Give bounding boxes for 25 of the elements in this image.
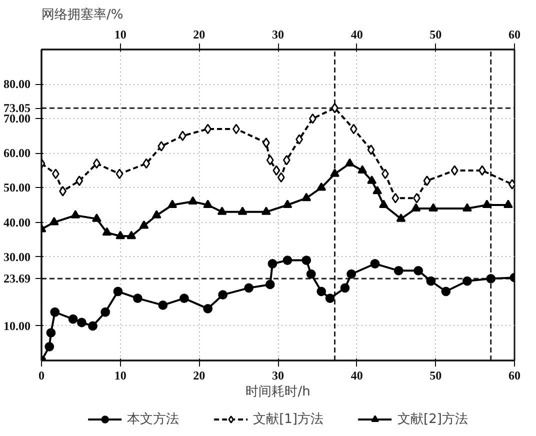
legend-label: 文献[2]方法 [398, 411, 468, 428]
x2-tick-label: 50 [430, 28, 442, 42]
x2-tick-label: 60 [508, 28, 520, 42]
y-tick-label: 80.00 [4, 77, 30, 92]
x-tick-label: 60 [508, 368, 520, 382]
x-tick-label: 0 [38, 368, 44, 382]
legend-label: 本文方法 [127, 411, 180, 428]
x-tick-label: 10 [114, 368, 126, 382]
x-tick-label: 30 [272, 368, 284, 382]
x2-tick-label: 40 [350, 28, 363, 42]
x2-tick-label: 30 [272, 28, 284, 42]
y-tick-label: 50.00 [4, 180, 30, 195]
x-tick-label: 40 [350, 368, 363, 382]
ref-line-label: 23.69 [4, 272, 30, 286]
y-axis-title: 网络拥塞率/% [42, 6, 124, 22]
x-axis-title: 时间耗时/h [246, 384, 310, 400]
x2-tick-label: 20 [193, 28, 206, 42]
x-tick-label: 50 [430, 368, 442, 382]
y-tick-label: 40.00 [4, 215, 30, 230]
x2-tick-label: 10 [114, 28, 126, 42]
y-tick-label: 30.00 [4, 250, 30, 264]
legend-label: 文献[1]方法 [253, 411, 324, 428]
y-tick-label: 60.00 [4, 146, 30, 160]
y-tick-label: 10.00 [4, 318, 30, 333]
x-tick-label: 20 [193, 368, 206, 382]
